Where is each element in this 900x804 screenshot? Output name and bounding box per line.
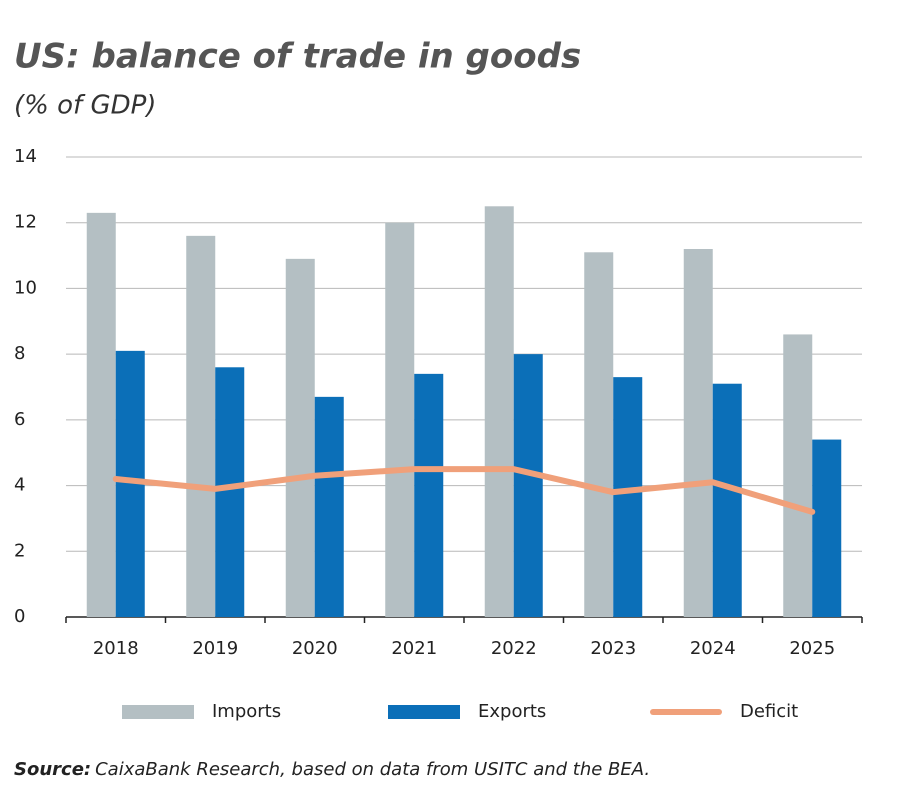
x-tick-label: 2023 xyxy=(590,638,636,659)
x-tick-label: 2019 xyxy=(192,638,238,659)
chart-title: US: balance of trade in goods xyxy=(14,37,581,77)
legend-swatch xyxy=(122,705,194,719)
x-tick-label: 2018 xyxy=(93,638,139,659)
y-tick-label: 14 xyxy=(14,146,37,167)
bar xyxy=(414,373,444,617)
x-tick-label: 2024 xyxy=(690,638,736,659)
x-tick-label: 2020 xyxy=(292,638,338,659)
bar xyxy=(385,222,415,617)
x-tick-label: 2022 xyxy=(491,638,537,659)
legend-swatch xyxy=(388,705,460,719)
source-text: CaixaBank Research, based on data from U… xyxy=(95,759,650,780)
bar xyxy=(285,258,315,617)
bar xyxy=(186,235,216,617)
bar xyxy=(484,206,514,618)
bar xyxy=(215,367,245,617)
bar xyxy=(712,383,742,617)
legend-label: Exports xyxy=(478,701,546,722)
y-tick-label: 12 xyxy=(14,212,37,233)
bar xyxy=(314,396,344,617)
x-tick-label: 2025 xyxy=(789,638,835,659)
source-label: Source: xyxy=(14,759,91,780)
bar xyxy=(783,334,813,617)
x-tick-label: 2021 xyxy=(391,638,437,659)
bar xyxy=(584,252,614,618)
y-tick-label: 4 xyxy=(14,475,25,496)
y-tick-label: 8 xyxy=(14,343,25,364)
bar xyxy=(86,212,116,617)
bar xyxy=(812,439,842,617)
legend-label: Imports xyxy=(212,701,281,722)
bar xyxy=(683,249,713,617)
source: Source: CaixaBank Research, based on data… xyxy=(14,759,650,780)
y-tick-label: 10 xyxy=(14,277,37,298)
bar xyxy=(513,354,543,617)
y-tick-label: 0 xyxy=(14,606,25,627)
chart-subtitle: (% of GDP) xyxy=(14,91,156,121)
bar xyxy=(613,377,643,617)
legend-label: Deficit xyxy=(740,701,798,722)
deficit-line xyxy=(112,466,816,515)
y-tick-label: 6 xyxy=(14,409,25,430)
y-tick-label: 2 xyxy=(14,540,25,561)
